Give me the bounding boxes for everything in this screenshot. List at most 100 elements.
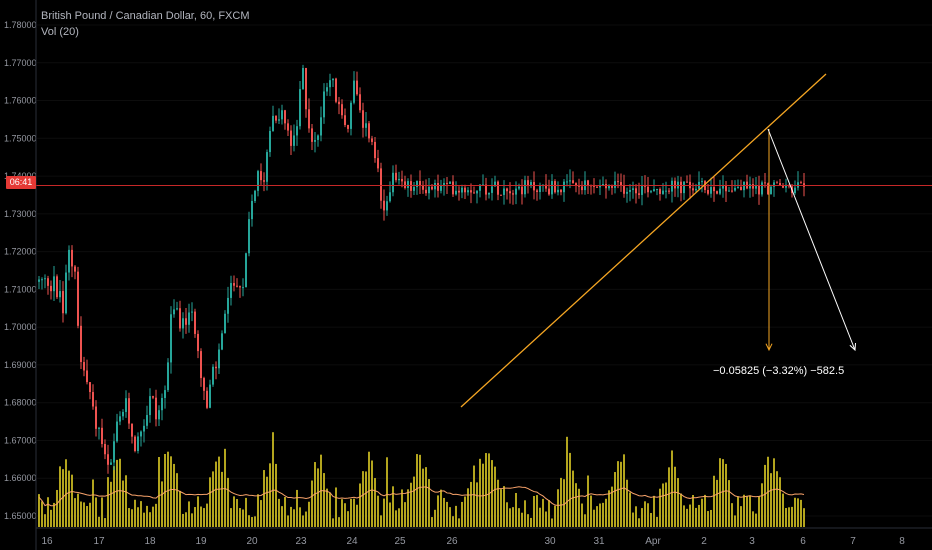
volume-bar [788,507,790,527]
candle-body [710,187,712,194]
candle-body [65,272,67,314]
candle-body [650,191,652,193]
volume-bar [281,506,283,527]
candle-body [350,102,352,129]
candle-body [428,186,430,194]
candle-body [38,279,40,282]
volume-bar [362,471,364,527]
volume-bar [494,466,496,527]
price-tick-label: 1.65000 [4,511,37,521]
volume-bar [674,466,676,527]
symbol-title[interactable]: British Pound / Canadian Dollar, 60, FXC… [41,10,250,22]
diagonal-projection-arrow-head [849,342,857,352]
volume-bar [332,518,334,527]
volume-bar [524,500,526,527]
volume-bar [743,494,745,527]
volume-bar [53,502,55,527]
volume-bar [404,502,406,527]
volume-bar [803,508,805,527]
volume-bar [734,515,736,527]
candle-body [797,182,799,188]
volume-bar [185,512,187,527]
candle-body [449,181,451,184]
volume-bar [173,463,175,527]
candle-body [641,185,643,195]
time-tick-label: 3 [749,536,755,547]
candle-body [596,186,598,188]
volume-bar [74,498,76,527]
candle-body [476,190,478,194]
time-tick-label: 18 [144,536,156,547]
time-tick-label: Apr [645,536,661,547]
candle-body [779,183,781,186]
candle-body [152,396,154,398]
candle-body [377,158,379,169]
volume-bar [323,473,325,527]
volume-bar [86,506,88,527]
volume-bar [644,501,646,527]
volume-bar [740,506,742,527]
candle-body [656,188,658,190]
price-tick-label: 1.78000 [4,20,37,30]
volume-bar [542,498,544,527]
volume-bar [437,495,439,527]
candle-body [554,181,556,193]
trendline[interactable] [460,73,827,408]
volume-bar [611,486,613,527]
candle-body [512,193,514,195]
candle-body [83,362,85,371]
candle-body [536,190,538,193]
candle-body [473,192,475,194]
candle-body [362,110,364,128]
vertical-projection-arrow-head [765,343,773,352]
volume-bar [761,483,763,527]
volume-bar [209,477,211,527]
candle-body [707,190,709,194]
volume-bar [758,495,760,527]
candle-body [71,249,73,267]
candle-body [113,441,115,463]
candle-body [353,80,355,103]
volume-bar [422,468,424,527]
volume-bar [230,508,232,527]
candle-body [452,181,454,195]
volume-bar [581,503,583,527]
candle-body [272,115,274,131]
volume-bar [335,487,337,527]
volume-bar [164,454,166,527]
volume-bar [344,503,346,527]
candle-body [356,80,358,95]
projection-arrows[interactable] [765,128,857,352]
candle-body [197,333,199,352]
volume-bar [749,495,751,527]
volume-indicator-label[interactable]: Vol (20) [41,26,79,38]
volume-bar [38,494,40,527]
volume-bar [467,488,469,527]
candle-body [455,190,457,195]
candle-body [389,192,391,202]
volume-bar [533,495,535,527]
volume-bar [722,459,724,527]
time-tick-label: 23 [295,536,307,547]
volume-bar [119,458,121,527]
candle-body [194,311,196,334]
volume-bar [215,461,217,527]
volume-bar [449,507,451,527]
candle-body [143,425,145,432]
time-axis[interactable]: 16 17 18 19 20 23 24 25 26 30 31 Apr 2 3 6 7 8 [36,527,932,547]
volume-bar [161,481,163,527]
candle-body [110,462,112,465]
candle-body [368,123,370,139]
volume-bar [617,461,619,527]
candle-body [494,181,496,187]
price-axis[interactable]: 1.780001.770001.760001.750001.740001.730… [4,0,37,550]
volume-bar [89,502,91,527]
candle-body [716,191,718,194]
candle-body [572,180,574,184]
time-tick-label: 31 [593,536,605,547]
candle-body [323,91,325,118]
diagonal-projection-arrow[interactable] [767,128,856,351]
volume-bar [125,475,127,527]
volume-bar [656,516,658,527]
